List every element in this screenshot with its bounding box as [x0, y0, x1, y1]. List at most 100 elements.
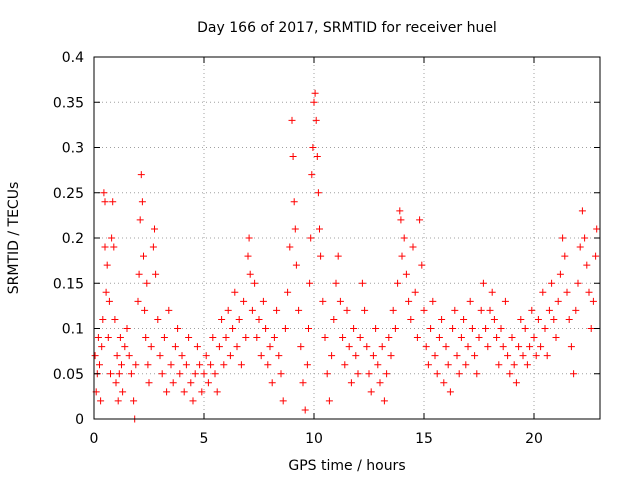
data-point	[475, 334, 483, 342]
data-point	[501, 297, 509, 305]
data-point	[224, 306, 232, 314]
data-point	[383, 370, 391, 378]
data-point	[389, 306, 397, 314]
data-point	[416, 216, 424, 224]
data-point	[317, 252, 325, 260]
x-tick-label: 5	[200, 431, 209, 447]
data-point	[156, 352, 164, 360]
data-point	[211, 370, 219, 378]
data-point	[213, 388, 221, 396]
y-axis-label: SRMTID / TECUs	[6, 182, 22, 295]
data-point	[137, 171, 145, 179]
data-point	[246, 270, 254, 278]
data-point	[130, 397, 138, 405]
data-point	[145, 379, 153, 387]
data-point	[109, 198, 117, 206]
data-point	[363, 343, 371, 351]
data-point	[123, 325, 131, 332]
data-point	[589, 297, 597, 305]
data-point	[311, 89, 319, 97]
data-point	[152, 270, 160, 278]
data-point	[107, 370, 114, 378]
data-point	[143, 279, 151, 287]
data-point	[91, 352, 99, 360]
data-point	[397, 216, 405, 224]
data-point	[572, 306, 580, 314]
data-point	[356, 334, 364, 342]
data-point	[281, 325, 289, 332]
data-point	[313, 153, 321, 161]
data-point	[245, 234, 253, 242]
data-point	[486, 306, 494, 314]
data-point	[295, 306, 303, 314]
data-point	[185, 334, 193, 342]
data-point	[405, 297, 413, 305]
data-point	[429, 297, 437, 305]
data-point	[504, 352, 512, 360]
data-point	[506, 370, 514, 378]
data-point	[427, 325, 435, 332]
data-point	[291, 225, 299, 233]
data-point	[167, 361, 175, 369]
data-point	[169, 379, 177, 387]
data-point	[237, 361, 245, 369]
data-point	[193, 343, 201, 351]
data-point	[290, 198, 298, 206]
data-point	[100, 189, 108, 197]
data-point	[204, 379, 212, 387]
y-tick-label: 0.1	[62, 322, 84, 338]
data-point	[565, 315, 573, 323]
data-point	[468, 325, 476, 332]
data-point	[391, 325, 399, 332]
data-point	[420, 306, 428, 314]
data-point	[358, 279, 366, 287]
data-point	[321, 334, 329, 342]
data-point	[132, 361, 140, 369]
data-point	[176, 370, 184, 378]
data-point	[365, 370, 373, 378]
data-point	[455, 370, 463, 378]
data-point	[253, 334, 261, 342]
data-point	[196, 361, 204, 369]
data-point	[316, 225, 323, 233]
data-point	[277, 370, 285, 378]
data-point	[332, 279, 340, 287]
data-point	[440, 379, 448, 387]
data-point	[142, 334, 150, 342]
data-point	[387, 352, 395, 360]
data-point	[541, 325, 549, 332]
data-point	[394, 279, 402, 287]
data-point	[431, 352, 439, 360]
data-point	[135, 270, 143, 278]
y-tick-label: 0.4	[62, 50, 84, 66]
data-point	[231, 288, 239, 296]
data-point	[147, 343, 155, 351]
data-point	[435, 334, 443, 342]
data-point	[534, 315, 542, 323]
data-point	[257, 352, 265, 360]
data-point	[473, 370, 481, 378]
data-point	[367, 388, 375, 396]
data-point	[259, 297, 267, 305]
data-point	[567, 343, 575, 351]
data-point	[218, 315, 226, 323]
data-point	[119, 388, 127, 396]
data-point	[110, 243, 118, 251]
data-point	[519, 352, 527, 360]
data-point	[499, 343, 507, 351]
data-point	[556, 270, 564, 278]
data-point	[255, 315, 263, 323]
data-point	[576, 243, 584, 251]
data-point	[268, 379, 276, 387]
x-tick-label: 10	[305, 431, 323, 447]
data-point	[400, 234, 408, 242]
data-point	[587, 325, 595, 332]
data-point	[288, 116, 296, 124]
data-point	[101, 198, 109, 206]
data-point	[593, 225, 601, 233]
data-point	[292, 261, 300, 269]
data-point	[517, 315, 525, 323]
data-point	[380, 397, 388, 405]
data-point	[101, 243, 109, 251]
data-point	[376, 379, 384, 387]
